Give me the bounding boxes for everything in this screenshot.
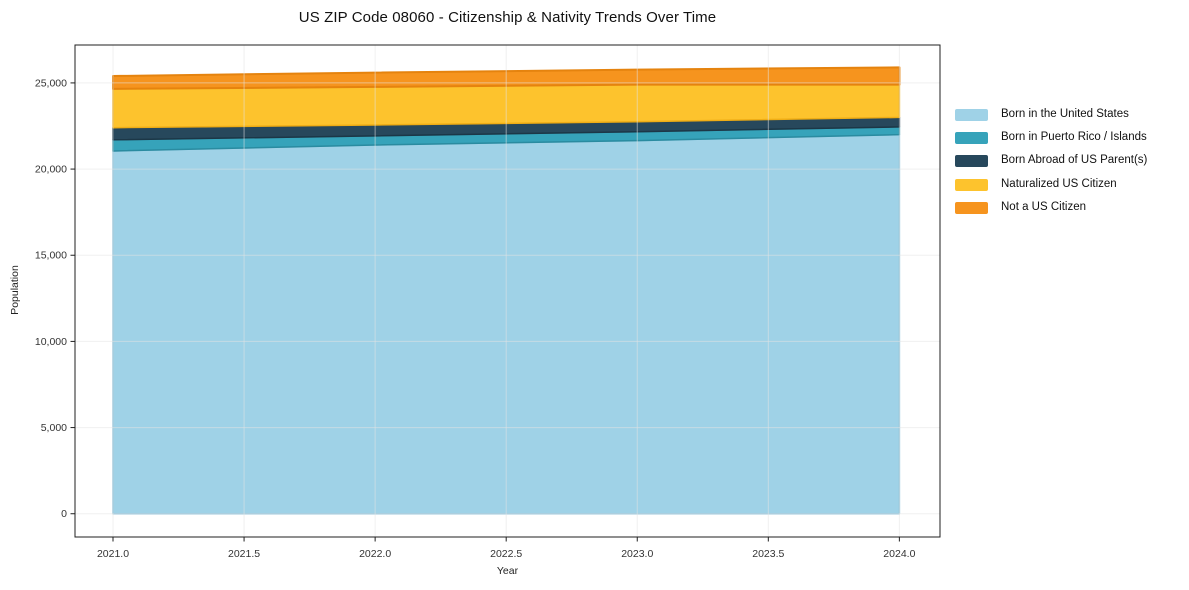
y-tick-label: 5,000: [41, 422, 67, 434]
y-tick-label: 0: [61, 508, 67, 520]
legend-label: Naturalized US Citizen: [1001, 177, 1117, 190]
y-axis-label: Population: [9, 265, 21, 315]
legend-swatch: [955, 108, 988, 121]
axes-spines: [74, 44, 941, 538]
legend-label: Born in the United States: [1001, 107, 1129, 120]
x-tick-label: 2022.5: [490, 548, 522, 560]
legend-label: Not a US Citizen: [1001, 201, 1087, 214]
x-tick-label: 2021.0: [97, 548, 129, 560]
legend-item: Born in Puerto Rico / Islands: [955, 126, 1185, 149]
x-tick-label: 2024.0: [883, 548, 915, 560]
legend-swatch: [955, 155, 988, 168]
legend: Born in the United States Born in Puerto …: [955, 103, 1185, 219]
legend-item: Not a US Citizen: [955, 196, 1185, 219]
legend-label: Born Abroad of US Parent(s): [1001, 154, 1148, 167]
y-tick-label: 10,000: [35, 336, 67, 348]
legend-item: Naturalized US Citizen: [955, 173, 1185, 196]
legend-item: Born Abroad of US Parent(s): [955, 150, 1185, 173]
y-tick-label: 20,000: [35, 164, 67, 176]
legend-item: Born in the United States: [955, 103, 1185, 126]
x-axis-label: Year: [496, 565, 519, 577]
chart-title: US ZIP Code 08060 - Citizenship & Nativi…: [298, 9, 717, 26]
legend-swatch: [955, 201, 988, 214]
y-tick-label: 25,000: [35, 77, 67, 89]
x-tick-label: 2023.5: [752, 548, 784, 560]
x-tick-label: 2021.5: [228, 548, 260, 560]
x-tick-label: 2023.0: [621, 548, 653, 560]
legend-swatch: [955, 131, 988, 144]
x-tick-label: 2022.0: [359, 548, 391, 560]
y-tick-label: 15,000: [35, 250, 67, 262]
legend-swatch: [955, 178, 988, 191]
legend-label: Born in Puerto Rico / Islands: [1001, 131, 1147, 144]
